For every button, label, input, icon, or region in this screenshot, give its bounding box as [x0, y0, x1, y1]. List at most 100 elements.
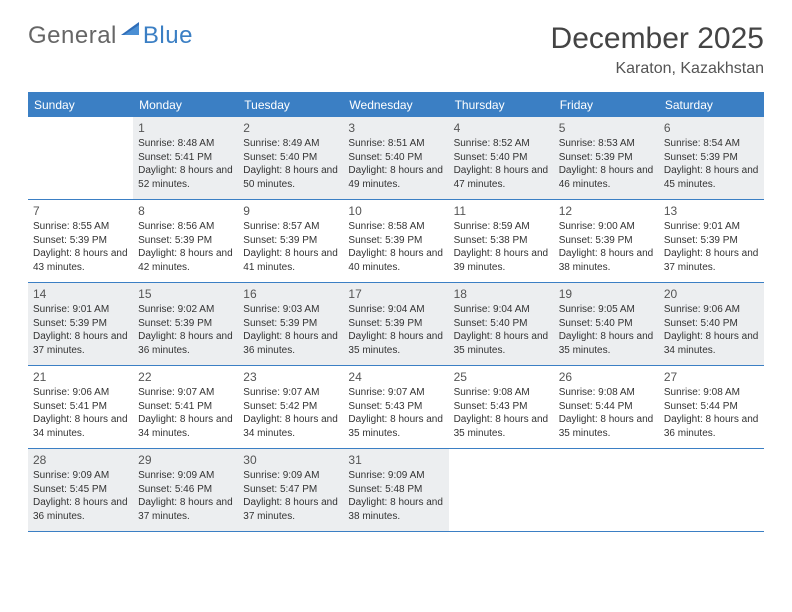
day-cell: 2Sunrise: 8:49 AMSunset: 5:40 PMDaylight…: [238, 117, 343, 199]
daylight-text: Daylight: 8 hours and 52 minutes.: [138, 164, 233, 191]
day-number: 28: [33, 452, 128, 468]
day-cell: 1Sunrise: 8:48 AMSunset: 5:41 PMDaylight…: [133, 117, 238, 199]
calendar-page: General Blue December 2025 Karaton, Kaza…: [0, 0, 792, 552]
sunrise-text: Sunrise: 9:06 AM: [33, 386, 128, 400]
sunrise-text: Sunrise: 9:05 AM: [559, 303, 654, 317]
day-cell: 18Sunrise: 9:04 AMSunset: 5:40 PMDayligh…: [449, 283, 554, 365]
daylight-text: Daylight: 8 hours and 50 minutes.: [243, 164, 338, 191]
day-number: 27: [664, 369, 759, 385]
day-cell: 6Sunrise: 8:54 AMSunset: 5:39 PMDaylight…: [659, 117, 764, 199]
day-number: 21: [33, 369, 128, 385]
sunset-text: Sunset: 5:39 PM: [348, 317, 443, 331]
daylight-text: Daylight: 8 hours and 36 minutes.: [243, 330, 338, 357]
sunrise-text: Sunrise: 8:58 AM: [348, 220, 443, 234]
sunrise-text: Sunrise: 8:48 AM: [138, 137, 233, 151]
daylight-text: Daylight: 8 hours and 39 minutes.: [454, 247, 549, 274]
sunrise-text: Sunrise: 9:09 AM: [33, 469, 128, 483]
sunrise-text: Sunrise: 9:08 AM: [559, 386, 654, 400]
daylight-text: Daylight: 8 hours and 35 minutes.: [454, 413, 549, 440]
sunset-text: Sunset: 5:40 PM: [559, 317, 654, 331]
day-number: 29: [138, 452, 233, 468]
sunset-text: Sunset: 5:48 PM: [348, 483, 443, 497]
daylight-text: Daylight: 8 hours and 34 minutes.: [138, 413, 233, 440]
day-cell: [28, 117, 133, 199]
sunset-text: Sunset: 5:39 PM: [348, 234, 443, 248]
week-row: 28Sunrise: 9:09 AMSunset: 5:45 PMDayligh…: [28, 449, 764, 532]
daylight-text: Daylight: 8 hours and 36 minutes.: [664, 413, 759, 440]
daylight-text: Daylight: 8 hours and 47 minutes.: [454, 164, 549, 191]
day-cell: 7Sunrise: 8:55 AMSunset: 5:39 PMDaylight…: [28, 200, 133, 282]
day-number: 24: [348, 369, 443, 385]
day-cell: [659, 449, 764, 531]
title-block: December 2025 Karaton, Kazakhstan: [551, 22, 764, 78]
location-label: Karaton, Kazakhstan: [551, 60, 764, 78]
daylight-text: Daylight: 8 hours and 37 minutes.: [243, 496, 338, 523]
daylight-text: Daylight: 8 hours and 37 minutes.: [664, 247, 759, 274]
sunset-text: Sunset: 5:39 PM: [559, 151, 654, 165]
day-number: 7: [33, 203, 128, 219]
day-number: 3: [348, 120, 443, 136]
sunrise-text: Sunrise: 9:01 AM: [33, 303, 128, 317]
day-number: 13: [664, 203, 759, 219]
day-number: 15: [138, 286, 233, 302]
daylight-text: Daylight: 8 hours and 36 minutes.: [138, 330, 233, 357]
day-header-thursday: Thursday: [449, 94, 554, 117]
day-cell: 30Sunrise: 9:09 AMSunset: 5:47 PMDayligh…: [238, 449, 343, 531]
day-number: 18: [454, 286, 549, 302]
daylight-text: Daylight: 8 hours and 46 minutes.: [559, 164, 654, 191]
sunrise-text: Sunrise: 8:53 AM: [559, 137, 654, 151]
day-number: 25: [454, 369, 549, 385]
day-number: 9: [243, 203, 338, 219]
day-number: 5: [559, 120, 654, 136]
day-cell: 27Sunrise: 9:08 AMSunset: 5:44 PMDayligh…: [659, 366, 764, 448]
sunset-text: Sunset: 5:42 PM: [243, 400, 338, 414]
daylight-text: Daylight: 8 hours and 38 minutes.: [559, 247, 654, 274]
logo-text-general: General: [28, 22, 117, 50]
day-cell: 14Sunrise: 9:01 AMSunset: 5:39 PMDayligh…: [28, 283, 133, 365]
sunrise-text: Sunrise: 9:04 AM: [348, 303, 443, 317]
day-header-monday: Monday: [133, 94, 238, 117]
day-number: 16: [243, 286, 338, 302]
sunset-text: Sunset: 5:39 PM: [243, 234, 338, 248]
day-number: 23: [243, 369, 338, 385]
sunset-text: Sunset: 5:39 PM: [559, 234, 654, 248]
daylight-text: Daylight: 8 hours and 37 minutes.: [33, 330, 128, 357]
day-cell: 4Sunrise: 8:52 AMSunset: 5:40 PMDaylight…: [449, 117, 554, 199]
day-number: 19: [559, 286, 654, 302]
day-number: 20: [664, 286, 759, 302]
daylight-text: Daylight: 8 hours and 43 minutes.: [33, 247, 128, 274]
day-cell: 16Sunrise: 9:03 AMSunset: 5:39 PMDayligh…: [238, 283, 343, 365]
day-header-row: Sunday Monday Tuesday Wednesday Thursday…: [28, 94, 764, 117]
day-number: 6: [664, 120, 759, 136]
sunrise-text: Sunrise: 9:09 AM: [138, 469, 233, 483]
day-cell: 24Sunrise: 9:07 AMSunset: 5:43 PMDayligh…: [343, 366, 448, 448]
sunrise-text: Sunrise: 8:55 AM: [33, 220, 128, 234]
sunset-text: Sunset: 5:44 PM: [664, 400, 759, 414]
day-cell: 26Sunrise: 9:08 AMSunset: 5:44 PMDayligh…: [554, 366, 659, 448]
sunset-text: Sunset: 5:40 PM: [454, 317, 549, 331]
sunrise-text: Sunrise: 8:59 AM: [454, 220, 549, 234]
daylight-text: Daylight: 8 hours and 38 minutes.: [348, 496, 443, 523]
sunrise-text: Sunrise: 8:57 AM: [243, 220, 338, 234]
daylight-text: Daylight: 8 hours and 36 minutes.: [33, 496, 128, 523]
day-number: 30: [243, 452, 338, 468]
weeks-container: 1Sunrise: 8:48 AMSunset: 5:41 PMDaylight…: [28, 117, 764, 532]
day-number: 2: [243, 120, 338, 136]
sunset-text: Sunset: 5:41 PM: [138, 151, 233, 165]
sunset-text: Sunset: 5:47 PM: [243, 483, 338, 497]
day-cell: 22Sunrise: 9:07 AMSunset: 5:41 PMDayligh…: [133, 366, 238, 448]
daylight-text: Daylight: 8 hours and 35 minutes.: [559, 330, 654, 357]
daylight-text: Daylight: 8 hours and 37 minutes.: [138, 496, 233, 523]
day-cell: 20Sunrise: 9:06 AMSunset: 5:40 PMDayligh…: [659, 283, 764, 365]
sunrise-text: Sunrise: 9:08 AM: [454, 386, 549, 400]
week-row: 14Sunrise: 9:01 AMSunset: 5:39 PMDayligh…: [28, 283, 764, 366]
day-cell: 13Sunrise: 9:01 AMSunset: 5:39 PMDayligh…: [659, 200, 764, 282]
day-cell: 31Sunrise: 9:09 AMSunset: 5:48 PMDayligh…: [343, 449, 448, 531]
sunrise-text: Sunrise: 9:02 AM: [138, 303, 233, 317]
sunset-text: Sunset: 5:41 PM: [33, 400, 128, 414]
sunset-text: Sunset: 5:39 PM: [33, 317, 128, 331]
day-number: 4: [454, 120, 549, 136]
sunrise-text: Sunrise: 9:09 AM: [243, 469, 338, 483]
sunset-text: Sunset: 5:40 PM: [664, 317, 759, 331]
day-cell: 25Sunrise: 9:08 AMSunset: 5:43 PMDayligh…: [449, 366, 554, 448]
